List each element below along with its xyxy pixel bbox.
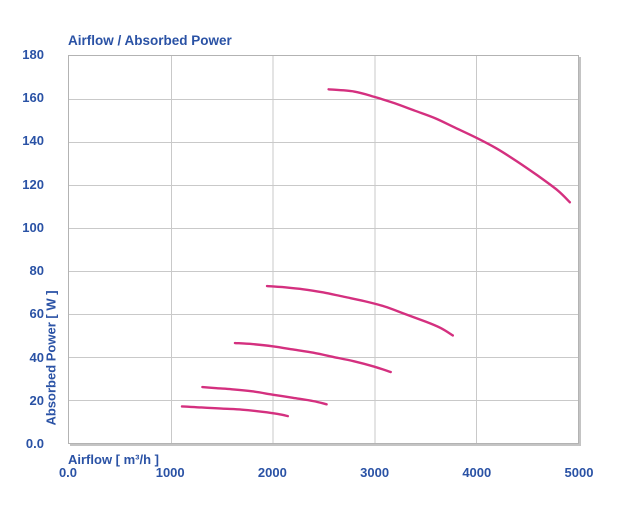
y-tick-label: 100 [22,219,44,235]
power-curve-4 [201,385,328,406]
y-tick-label: 20 [29,392,44,408]
plot-canvas [69,56,578,443]
power-curve-2 [265,284,454,337]
y-tick-label: 180 [22,47,44,62]
chart-title: Airflow / Absorbed Power [68,33,232,48]
y-tick-label: 160 [22,90,44,106]
x-tick-label: 5000 [564,465,594,480]
y-tick-label: 40 [29,349,44,365]
y-tick-label: 120 [22,176,44,192]
y-tick-label: 0.0 [25,436,44,451]
y-tick-label: 60 [29,306,44,322]
y-tick-label: 80 [29,263,44,279]
y-axis-title: Absorbed Power [ W ] [43,290,59,426]
power-curve-1 [327,88,572,204]
x-tick-label: 0.0 [58,465,78,480]
plot-area [68,55,579,444]
x-tick-label: 2000 [257,465,287,480]
power-curve-3 [233,341,392,374]
y-tick-label: 140 [22,133,44,149]
power-curve-5 [180,405,290,418]
x-axis-title: Airflow [ m³/h ] [68,452,159,467]
x-tick-label: 3000 [360,465,390,480]
x-tick-label: 1000 [155,465,185,480]
x-tick-label: 4000 [462,465,492,480]
